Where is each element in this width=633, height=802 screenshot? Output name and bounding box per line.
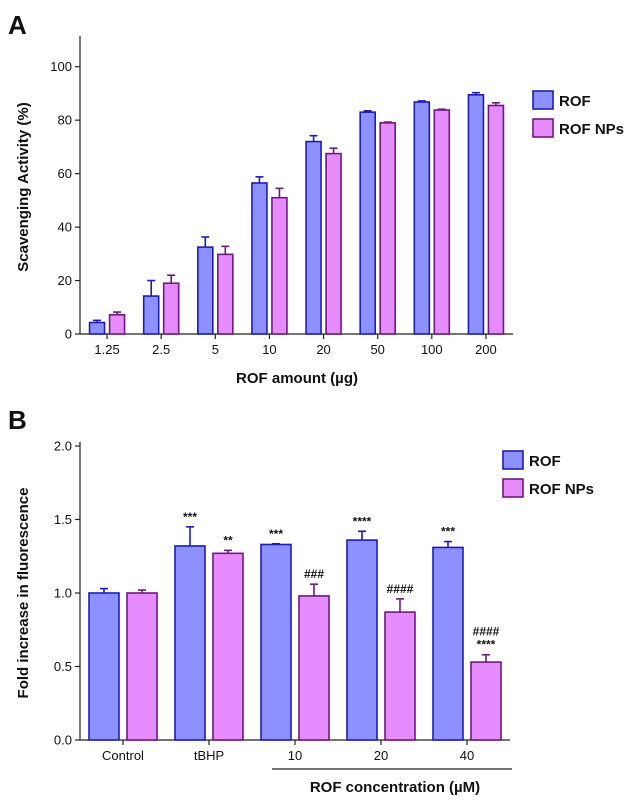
bar-rof-nps-1	[162, 282, 180, 335]
y-tick-label-1: 20	[58, 273, 72, 288]
annotation-0-2-0: ***	[269, 527, 283, 541]
bar-rof-2	[197, 246, 214, 335]
legend-label-0: ROF	[559, 93, 591, 110]
bar-rof-nps-0	[108, 313, 126, 335]
annotation-0-1-0: ***	[183, 510, 197, 524]
bar-rof-0	[88, 321, 106, 335]
bar-rof-5	[359, 111, 376, 335]
y-tick-label-3: 1.5	[54, 512, 72, 527]
y-tick-label-2: 1.0	[54, 586, 72, 601]
bar-rof-nps-1	[212, 552, 244, 741]
panel-b-letter: B	[8, 405, 27, 435]
y-tick-label-4: 2.0	[54, 439, 72, 454]
legend-swatch-0	[532, 90, 554, 110]
y-axis-title: Scavenging Activity (%)	[15, 102, 32, 271]
x-tick-label-4: 40	[460, 748, 474, 763]
x-tick-label-1: tBHP	[194, 748, 224, 763]
x-tick-label-2: 5	[212, 342, 219, 357]
annotation-1-4-0: ####	[473, 625, 500, 639]
y-tick-label-0: 0	[65, 327, 72, 342]
x-tick-label-1: 2.5	[152, 342, 170, 357]
bar-rof-nps-2	[217, 253, 234, 335]
bar-rof-6	[413, 101, 431, 335]
legend-swatch-0	[502, 450, 524, 470]
bar-rof-nps-2	[298, 595, 330, 741]
annotation-1-2-0: ###	[304, 567, 324, 581]
bar-rof-3	[346, 539, 378, 741]
y-axis-title: Fold increase in fluorescence	[15, 488, 32, 699]
legend-swatch-1	[502, 478, 524, 498]
x-tick-label-0: 1.25	[94, 342, 119, 357]
bar-rof-nps-6	[433, 109, 451, 335]
bar-rof-nps-4	[325, 152, 342, 335]
x-tick-label-6: 100	[421, 342, 443, 357]
bar-rof-3	[251, 182, 268, 335]
bar-rof-1	[174, 545, 206, 741]
y-tick-label-2: 40	[58, 220, 72, 235]
x-tick-label-7: 200	[475, 342, 497, 357]
bar-rof-nps-7	[487, 104, 505, 335]
legend-label-1: ROF NPs	[559, 121, 624, 138]
bar-rof-nps-3	[384, 611, 416, 741]
annotation-0-4-0: ***	[441, 525, 455, 539]
y-tick-label-5: 100	[50, 59, 72, 74]
bar-rof-nps-4	[470, 661, 502, 741]
annotation-1-4-1: ****	[477, 638, 496, 652]
y-tick-label-0: 0.0	[54, 733, 72, 748]
annotation-1-3-0: ####	[387, 582, 414, 596]
bar-rof-1	[142, 295, 160, 335]
bar-rof-nps-0	[126, 592, 158, 741]
legend-label-1: ROF NPs	[529, 481, 594, 498]
panel-a-chart: 0 20 40 60 80 100 1.25 2.5 5 10 20 50 100 200 Scavengi…	[15, 36, 624, 387]
x-tick-label-3: 10	[262, 342, 276, 357]
x-tick-label-2: 10	[288, 748, 302, 763]
legend-label-0: ROF	[529, 453, 561, 470]
bar-rof-0	[88, 592, 120, 741]
bar-rof-7	[467, 93, 485, 335]
x-tick-label-4: 20	[316, 342, 330, 357]
x-tick-label-5: 50	[370, 342, 384, 357]
y-tick-label-4: 80	[58, 113, 72, 128]
bar-rof-4	[305, 140, 322, 335]
x-tick-label-3: 20	[374, 748, 388, 763]
x-tick-label-0: Control	[102, 748, 144, 763]
annotation-0-3-0: ****	[353, 514, 372, 528]
bar-rof-2	[260, 543, 292, 741]
x-axis-title: ROF concentration (µM)	[310, 779, 480, 796]
annotation-1-1-0: **	[223, 533, 233, 547]
panel-a-letter: A	[8, 10, 27, 40]
x-axis-title: ROF amount (µg)	[236, 370, 358, 387]
y-tick-label-3: 60	[58, 166, 72, 181]
bar-rof-4	[432, 546, 464, 741]
y-tick-label-1: 0.5	[54, 659, 72, 674]
bar-rof-nps-5	[379, 122, 396, 335]
bar-rof-nps-3	[271, 196, 288, 335]
legend-swatch-1	[532, 118, 554, 138]
